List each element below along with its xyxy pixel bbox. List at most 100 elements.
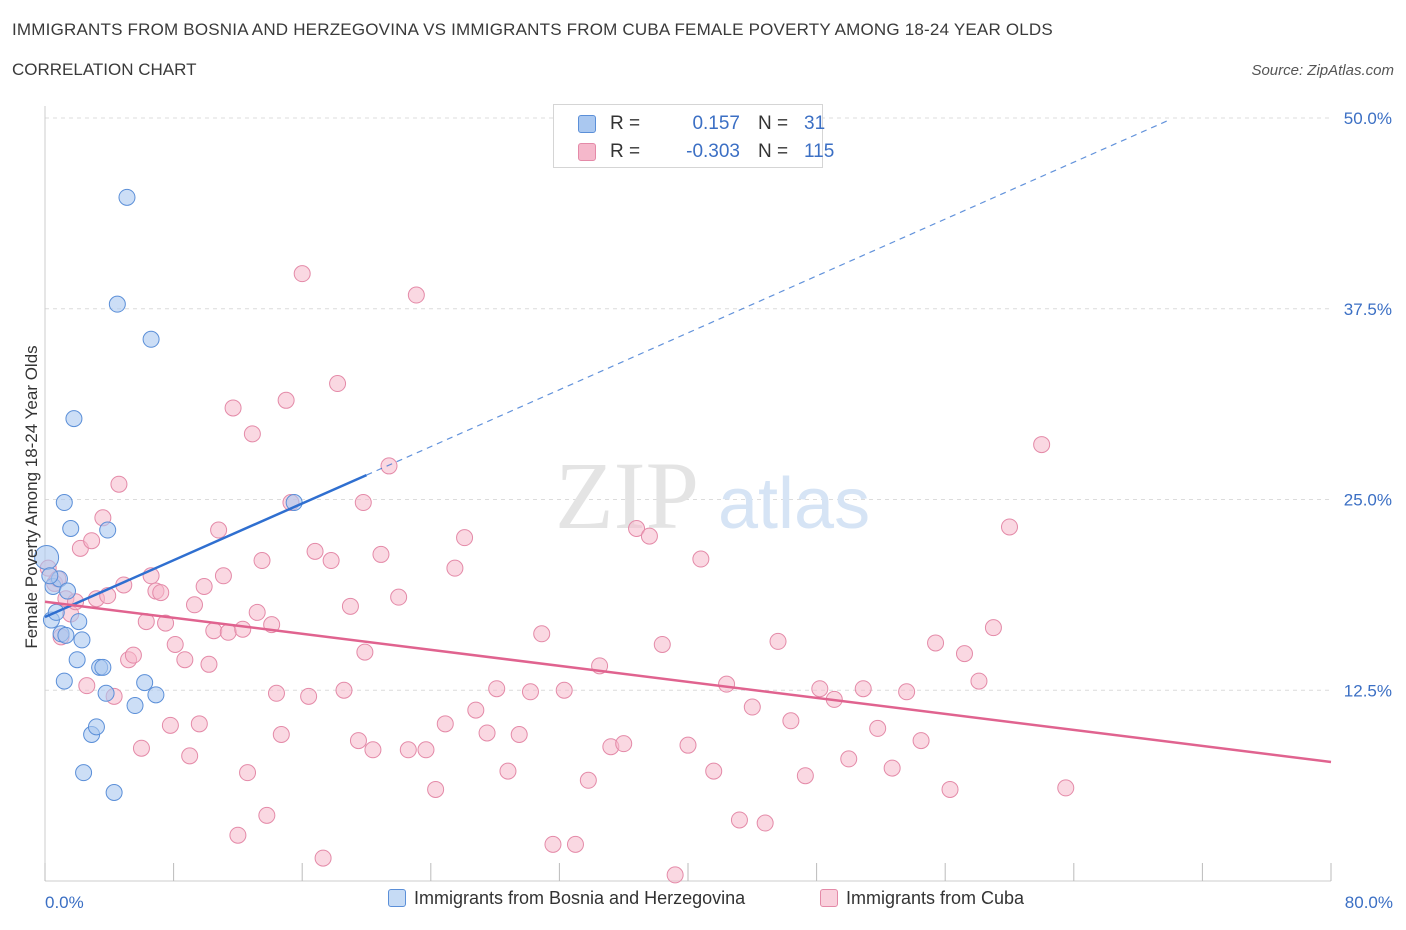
data-point-cuba	[718, 675, 736, 693]
data-point-cuba	[407, 286, 425, 304]
data-point-cuba	[132, 739, 150, 757]
data-point-cuba	[666, 866, 684, 884]
legend-r-value: 0.157	[692, 113, 740, 134]
data-point-cuba	[782, 712, 800, 730]
trend-line-bosnia	[44, 473, 368, 619]
bottom-legend-label-cuba: Immigrants from Cuba	[846, 888, 1025, 908]
data-point-cuba	[205, 622, 223, 640]
data-point-cuba	[478, 724, 496, 742]
data-point-cuba	[796, 767, 814, 785]
data-point-cuba	[743, 698, 761, 716]
data-point-bosnia	[55, 494, 73, 512]
legend-r-label: R =	[610, 141, 641, 162]
data-point-cuba	[555, 681, 573, 699]
trend-line-cuba	[44, 600, 1332, 764]
data-point-cuba	[1033, 436, 1051, 454]
legend-swatch-bosnia	[578, 115, 596, 133]
watermark-zip: ZIP	[555, 442, 699, 549]
data-point-cuba	[300, 687, 318, 705]
data-point-bosnia	[73, 631, 91, 649]
data-point-cuba	[1001, 518, 1018, 536]
data-point-cuba	[811, 680, 829, 698]
data-point-cuba	[322, 552, 340, 570]
data-point-bosnia	[142, 330, 160, 348]
y-tick-label: 37.5%	[1344, 300, 1392, 319]
chart-title: IMMIGRANTS FROM BOSNIA AND HERZEGOVINA V…	[12, 20, 1053, 39]
data-point-cuba	[354, 494, 372, 512]
data-point-cuba	[210, 521, 228, 539]
data-point-cuba	[390, 588, 408, 606]
data-point-cuba	[467, 701, 485, 719]
data-point-cuba	[239, 764, 257, 782]
data-point-cuba	[927, 634, 945, 652]
y-tick-label: 50.0%	[1344, 109, 1392, 128]
data-point-cuba	[166, 635, 184, 653]
data-point-cuba	[869, 719, 887, 737]
chart-subtitle: CORRELATION CHART	[12, 60, 197, 79]
data-point-bosnia	[108, 295, 126, 313]
data-point-cuba	[229, 826, 247, 844]
y-axis-label: Female Poverty Among 18-24 Year Olds	[22, 345, 41, 649]
data-point-cuba	[898, 683, 916, 701]
data-point-cuba	[293, 265, 311, 283]
data-point-cuba	[83, 532, 101, 550]
data-point-cuba	[380, 457, 398, 475]
legend-swatch-cuba	[578, 143, 596, 161]
data-point-bosnia	[70, 613, 88, 631]
data-point-bosnia	[126, 697, 144, 715]
data-point-cuba	[499, 762, 517, 780]
data-point-cuba	[152, 584, 170, 602]
data-point-cuba	[372, 545, 390, 563]
data-point-bosnia	[147, 686, 165, 704]
data-point-cuba	[427, 780, 445, 798]
watermark: ZIP atlas	[555, 442, 870, 549]
trend-lines	[44, 118, 1332, 764]
x-tick-label: 0.0%	[45, 893, 84, 912]
data-point-bosnia	[41, 567, 59, 585]
data-point-cuba	[970, 672, 988, 690]
data-point-cuba	[544, 835, 562, 853]
data-point-bosnia	[87, 718, 105, 736]
data-point-cuba	[200, 655, 218, 673]
data-point-cuba	[854, 680, 872, 698]
x-tick-label: 80.0%	[1345, 893, 1393, 912]
data-point-cuba	[110, 475, 128, 493]
y-tick-label: 25.0%	[1344, 491, 1392, 510]
axes	[44, 106, 1332, 882]
data-point-cuba	[446, 559, 464, 577]
data-point-cuba	[456, 529, 474, 547]
data-point-cuba	[176, 651, 194, 669]
data-point-cuba	[185, 596, 203, 614]
data-point-cuba	[399, 741, 417, 759]
data-point-cuba	[258, 806, 276, 824]
data-point-bosnia	[65, 410, 83, 428]
data-point-cuba	[224, 399, 242, 417]
bottom-legend-swatch-cuba	[820, 889, 838, 907]
data-point-cuba	[941, 780, 959, 798]
data-point-cuba	[161, 716, 179, 734]
data-point-cuba	[533, 625, 551, 643]
data-point-bosnia	[97, 684, 115, 702]
data-point-bosnia	[94, 658, 112, 676]
data-point-cuba	[628, 519, 646, 537]
data-point-cuba	[341, 597, 359, 615]
legend-n-label: N =	[758, 141, 789, 162]
bottom-legend-cuba: Immigrants from Cuba	[820, 888, 1024, 909]
data-point-bosnia	[68, 651, 86, 669]
data-point-cuba	[349, 732, 367, 750]
legend-n-label: N =	[758, 113, 789, 134]
data-point-cuba	[267, 684, 285, 702]
y-tick-label: 12.5%	[1344, 681, 1392, 700]
data-point-cuba	[692, 550, 710, 568]
data-point-cuba	[566, 835, 584, 853]
data-point-cuba	[234, 620, 252, 638]
data-point-cuba	[615, 735, 633, 753]
data-point-cuba	[679, 736, 697, 754]
data-point-cuba	[1057, 779, 1075, 797]
data-point-cuba	[364, 741, 382, 759]
data-point-cuba	[653, 635, 671, 653]
data-point-bosnia	[99, 521, 117, 539]
data-point-cuba	[730, 811, 748, 829]
data-point-cuba	[579, 771, 597, 789]
series-cuba-points	[39, 265, 1075, 884]
